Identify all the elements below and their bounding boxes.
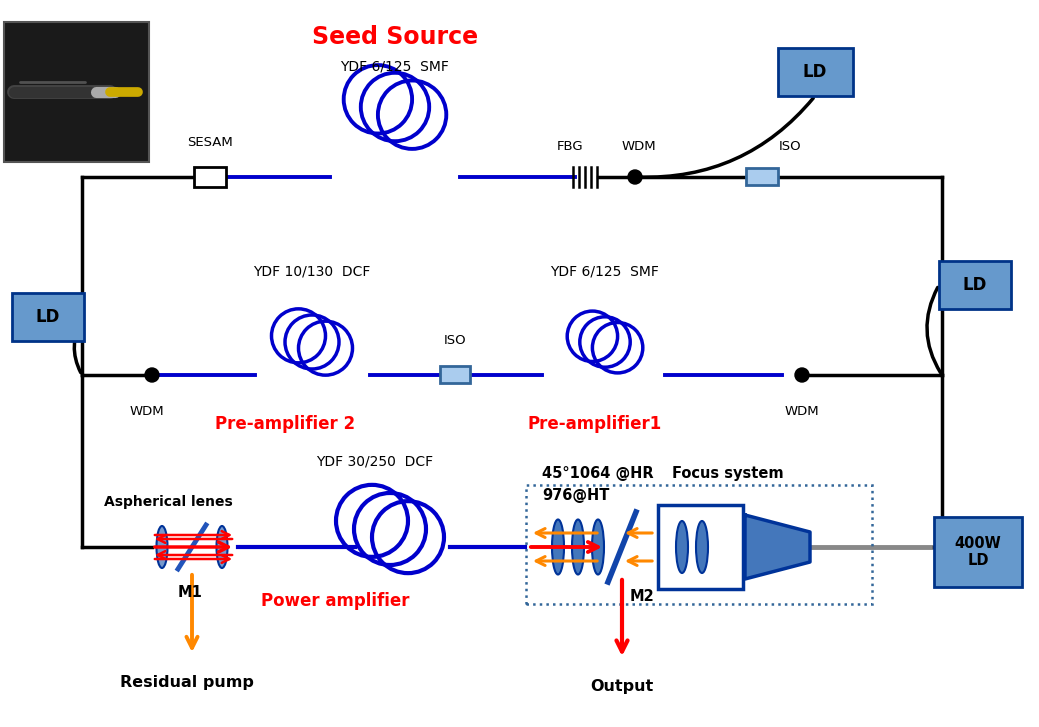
- Ellipse shape: [552, 520, 564, 574]
- Ellipse shape: [157, 526, 167, 568]
- Text: WDM: WDM: [784, 405, 820, 418]
- Text: ISO: ISO: [444, 334, 467, 347]
- Text: 976@HT: 976@HT: [542, 488, 610, 503]
- Text: LD: LD: [35, 308, 60, 326]
- FancyBboxPatch shape: [934, 517, 1022, 587]
- Text: Output: Output: [590, 679, 654, 694]
- Text: Residual pump: Residual pump: [121, 675, 254, 690]
- Circle shape: [628, 170, 642, 184]
- Ellipse shape: [592, 520, 604, 574]
- Text: M1: M1: [178, 585, 203, 600]
- Text: Pre-amplifier 2: Pre-amplifier 2: [215, 415, 355, 433]
- Polygon shape: [745, 515, 810, 579]
- Text: YDF 6/125  SMF: YDF 6/125 SMF: [551, 265, 660, 279]
- Bar: [194, 167, 227, 187]
- Text: 45°1064 @HR: 45°1064 @HR: [542, 466, 654, 481]
- Text: WDM: WDM: [130, 405, 164, 418]
- Text: WDM: WDM: [621, 140, 657, 153]
- Text: LD: LD: [803, 63, 827, 81]
- FancyBboxPatch shape: [4, 22, 149, 162]
- Text: Seed Source: Seed Source: [312, 25, 478, 49]
- Text: YDF 6/125  SMF: YDF 6/125 SMF: [341, 60, 450, 74]
- Text: SESAM: SESAM: [187, 136, 233, 149]
- FancyBboxPatch shape: [12, 293, 84, 341]
- FancyBboxPatch shape: [777, 48, 853, 96]
- Text: ISO: ISO: [778, 140, 801, 153]
- FancyBboxPatch shape: [939, 261, 1011, 309]
- Circle shape: [145, 368, 159, 382]
- Text: M2: M2: [630, 589, 655, 604]
- Bar: [746, 169, 778, 185]
- Circle shape: [795, 368, 809, 382]
- Text: 400W
LD: 400W LD: [955, 536, 1002, 569]
- Ellipse shape: [572, 520, 584, 574]
- Ellipse shape: [216, 526, 228, 568]
- FancyArrowPatch shape: [927, 287, 940, 373]
- FancyBboxPatch shape: [658, 505, 743, 589]
- Text: YDF 30/250  DCF: YDF 30/250 DCF: [317, 455, 433, 469]
- Text: Aspherical lenes: Aspherical lenes: [104, 495, 233, 509]
- Text: Power amplifier: Power amplifier: [261, 592, 409, 610]
- Text: Focus system: Focus system: [672, 466, 783, 481]
- FancyArrowPatch shape: [638, 98, 814, 177]
- Text: YDF 10/130  DCF: YDF 10/130 DCF: [254, 265, 371, 279]
- Ellipse shape: [696, 521, 708, 573]
- Text: FBG: FBG: [557, 140, 583, 153]
- FancyArrowPatch shape: [74, 319, 82, 372]
- Text: LD: LD: [963, 276, 987, 294]
- Ellipse shape: [676, 521, 688, 573]
- Text: Pre-amplifier1: Pre-amplifier1: [528, 415, 662, 433]
- Bar: [439, 366, 470, 384]
